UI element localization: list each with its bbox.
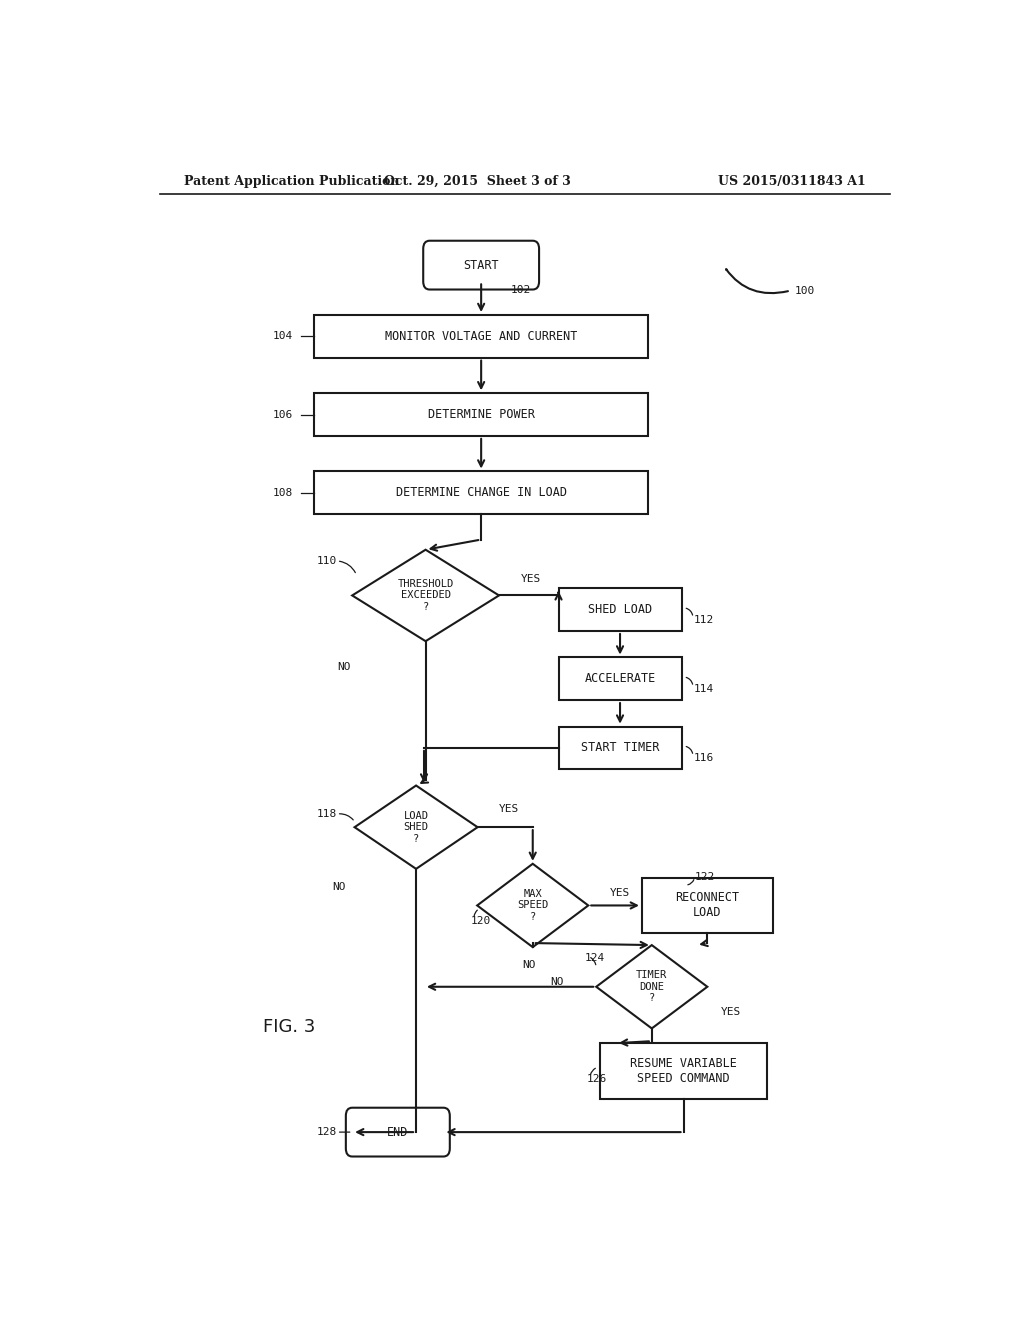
Text: RECONNECT
LOAD: RECONNECT LOAD bbox=[675, 891, 739, 920]
Text: 100: 100 bbox=[795, 285, 815, 296]
Text: 104: 104 bbox=[272, 331, 293, 342]
Text: 122: 122 bbox=[694, 873, 715, 882]
Text: US 2015/0311843 A1: US 2015/0311843 A1 bbox=[718, 176, 866, 189]
Text: RESUME VARIABLE
SPEED COMMAND: RESUME VARIABLE SPEED COMMAND bbox=[630, 1057, 737, 1085]
Text: 118: 118 bbox=[316, 809, 337, 818]
Text: 124: 124 bbox=[585, 953, 605, 964]
Text: 114: 114 bbox=[694, 684, 714, 694]
FancyArrowPatch shape bbox=[686, 747, 692, 754]
Text: 110: 110 bbox=[316, 556, 337, 566]
FancyArrowPatch shape bbox=[591, 957, 596, 965]
FancyArrowPatch shape bbox=[340, 561, 355, 573]
Text: Patent Application Publication: Patent Application Publication bbox=[183, 176, 399, 189]
Text: 128: 128 bbox=[316, 1127, 337, 1137]
FancyArrowPatch shape bbox=[686, 609, 692, 615]
Text: START: START bbox=[463, 259, 499, 272]
Text: NO: NO bbox=[522, 961, 536, 970]
Text: 106: 106 bbox=[272, 409, 293, 420]
Text: 108: 108 bbox=[272, 488, 293, 498]
Text: END: END bbox=[387, 1126, 409, 1139]
Polygon shape bbox=[354, 785, 477, 869]
Text: DETERMINE POWER: DETERMINE POWER bbox=[428, 408, 535, 421]
FancyBboxPatch shape bbox=[600, 1043, 767, 1100]
FancyArrowPatch shape bbox=[474, 911, 477, 916]
Text: LOAD
SHED
?: LOAD SHED ? bbox=[403, 810, 429, 843]
Text: 102: 102 bbox=[511, 285, 530, 294]
FancyBboxPatch shape bbox=[314, 471, 648, 515]
FancyArrowPatch shape bbox=[726, 269, 787, 293]
Text: NO: NO bbox=[550, 977, 563, 986]
FancyArrowPatch shape bbox=[686, 677, 692, 684]
Text: YES: YES bbox=[499, 804, 519, 814]
Text: ACCELERATE: ACCELERATE bbox=[585, 672, 655, 685]
Text: 126: 126 bbox=[587, 1074, 607, 1084]
Text: MAX
SPEED
?: MAX SPEED ? bbox=[517, 888, 549, 923]
Text: 120: 120 bbox=[471, 916, 492, 925]
FancyArrowPatch shape bbox=[591, 1068, 595, 1074]
FancyBboxPatch shape bbox=[558, 726, 682, 770]
Text: FIG. 3: FIG. 3 bbox=[263, 1019, 315, 1036]
Text: YES: YES bbox=[721, 1007, 741, 1018]
Polygon shape bbox=[477, 863, 588, 948]
Text: 116: 116 bbox=[694, 754, 714, 763]
FancyBboxPatch shape bbox=[558, 657, 682, 700]
Text: MONITOR VOLTAGE AND CURRENT: MONITOR VOLTAGE AND CURRENT bbox=[385, 330, 578, 343]
FancyBboxPatch shape bbox=[314, 315, 648, 358]
Polygon shape bbox=[352, 549, 499, 642]
Text: Oct. 29, 2015  Sheet 3 of 3: Oct. 29, 2015 Sheet 3 of 3 bbox=[384, 176, 570, 189]
FancyBboxPatch shape bbox=[346, 1107, 450, 1156]
Text: DETERMINE CHANGE IN LOAD: DETERMINE CHANGE IN LOAD bbox=[395, 486, 566, 499]
FancyBboxPatch shape bbox=[558, 589, 682, 631]
FancyBboxPatch shape bbox=[642, 878, 773, 933]
Text: 112: 112 bbox=[694, 615, 714, 624]
FancyArrowPatch shape bbox=[340, 814, 353, 820]
Text: YES: YES bbox=[610, 888, 630, 898]
FancyBboxPatch shape bbox=[423, 240, 539, 289]
Text: TIMER
DONE
?: TIMER DONE ? bbox=[636, 970, 668, 1003]
Text: NO: NO bbox=[338, 661, 351, 672]
Text: THRESHOLD
EXCEEDED
?: THRESHOLD EXCEEDED ? bbox=[397, 579, 454, 612]
Text: START TIMER: START TIMER bbox=[581, 742, 659, 755]
FancyBboxPatch shape bbox=[314, 393, 648, 436]
Text: YES: YES bbox=[520, 574, 541, 585]
FancyArrowPatch shape bbox=[688, 879, 694, 884]
Text: NO: NO bbox=[332, 882, 345, 892]
Polygon shape bbox=[596, 945, 708, 1028]
Text: SHED LOAD: SHED LOAD bbox=[588, 603, 652, 616]
